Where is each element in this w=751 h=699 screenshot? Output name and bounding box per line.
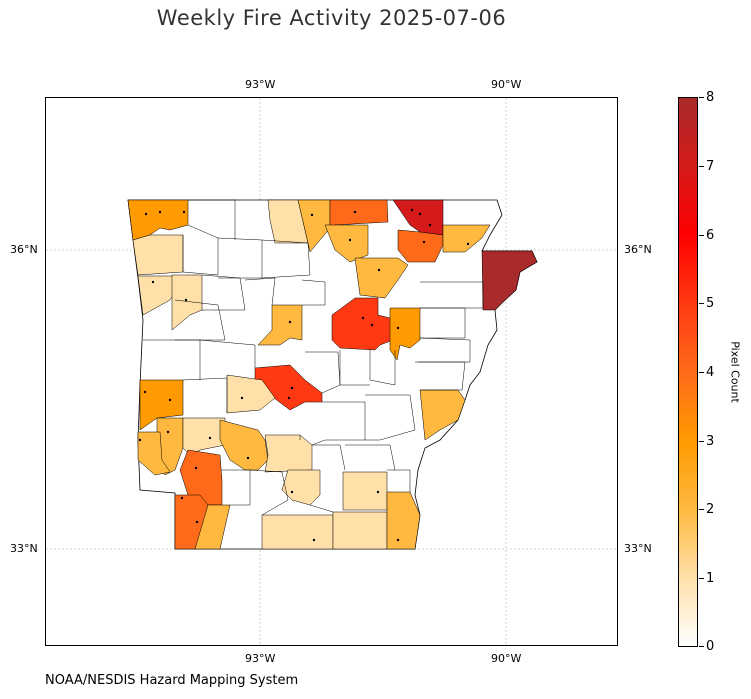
county-greene [397, 229, 444, 263]
fire-point [396, 538, 400, 542]
lat-tick-left-36n: 36°N [10, 243, 38, 256]
colorbar-tick-5 [699, 303, 704, 304]
county-boone [267, 199, 309, 244]
fire-point [168, 398, 172, 402]
fire-point [377, 268, 381, 272]
fire-point [348, 238, 352, 242]
fire-point [182, 210, 186, 214]
county-polk [139, 379, 184, 431]
colorbar-tick-4 [699, 372, 704, 373]
lat-tick-right-36n: 36°N [624, 243, 652, 256]
fire-point [240, 396, 244, 400]
county-chicot [386, 491, 421, 550]
fire-point [312, 538, 316, 542]
county-lafayette [194, 504, 231, 550]
fire-point [208, 436, 212, 440]
fire-point [410, 208, 414, 212]
county-washington [132, 234, 184, 276]
county-boundaries [143, 199, 484, 516]
county-hot-spring-s [264, 434, 313, 473]
fire-point [151, 280, 155, 284]
lat-tick-right-33n: 33°N [624, 542, 652, 555]
colorbar-label-3: 3 [706, 434, 715, 449]
fire-point [287, 396, 291, 400]
fire-point [466, 242, 470, 246]
county-independence [354, 257, 409, 299]
fire-point [290, 490, 294, 494]
colorbar-label-6: 6 [706, 228, 715, 243]
colorbar-tick-3 [699, 441, 704, 442]
fire-point [353, 210, 357, 214]
fire-point [288, 320, 292, 324]
lon-tick-top-93w: 93°W [245, 78, 276, 91]
fire-point [138, 438, 142, 442]
colorbar-label-8: 8 [706, 90, 715, 105]
lon-tick-bottom-90w: 90°W [491, 652, 522, 665]
colorbar-label-4: 4 [706, 365, 715, 380]
counties [127, 199, 538, 550]
colorbar-tick-1 [699, 578, 704, 579]
fire-point [246, 456, 250, 460]
county-pike [182, 417, 226, 456]
fire-point [184, 298, 188, 302]
fire-point [143, 390, 147, 394]
colorbar-tick-2 [699, 509, 704, 510]
colorbar-label-2: 2 [706, 502, 715, 517]
fire-point [428, 223, 432, 227]
fire-point [370, 323, 374, 327]
county-woodruff [389, 307, 421, 361]
lon-tick-top-90w: 90°W [491, 78, 522, 91]
colorbar-tick-8 [699, 97, 704, 98]
fire-point [158, 210, 162, 214]
county-drew [342, 471, 388, 511]
colorbar-label-5: 5 [706, 296, 715, 311]
colorbar-label-1: 1 [706, 571, 715, 586]
fire-point [144, 212, 148, 216]
county-franklin [171, 274, 203, 331]
county-white [331, 297, 394, 351]
county-clark [219, 419, 269, 471]
county-van-buren [257, 304, 303, 346]
fire-point [310, 213, 314, 217]
colorbar-tick-7 [699, 166, 704, 167]
county-sevier [137, 431, 171, 476]
fire-points [138, 208, 470, 542]
colorbar [678, 97, 698, 647]
colorbar-tick-6 [699, 235, 704, 236]
county-union [261, 514, 334, 550]
county-fulton [329, 199, 389, 229]
lat-tick-left-33n: 33°N [10, 542, 38, 555]
colorbar-label-0: 0 [706, 639, 715, 654]
county-ashley [332, 511, 388, 550]
fire-point [418, 212, 422, 216]
lon-tick-bottom-93w: 93°W [245, 652, 276, 665]
fire-point [376, 490, 380, 494]
colorbar-tick-0 [699, 646, 704, 647]
fire-point [194, 466, 198, 470]
county-mississippi [481, 250, 538, 311]
fire-point [195, 520, 199, 524]
county-craighead-n [442, 224, 491, 253]
credit-text: NOAA/NESDIS Hazard Mapping System [45, 673, 299, 688]
map-title: Weekly Fire Activity 2025-07-06 [156, 6, 507, 30]
fire-point [396, 326, 400, 330]
fire-point [422, 240, 426, 244]
fire-point [290, 386, 294, 390]
fire-point [166, 430, 170, 434]
fire-point [361, 316, 365, 320]
colorbar-label-7: 7 [706, 159, 715, 174]
fire-point [180, 496, 184, 500]
colorbar-title: Pixel Count [728, 341, 742, 403]
